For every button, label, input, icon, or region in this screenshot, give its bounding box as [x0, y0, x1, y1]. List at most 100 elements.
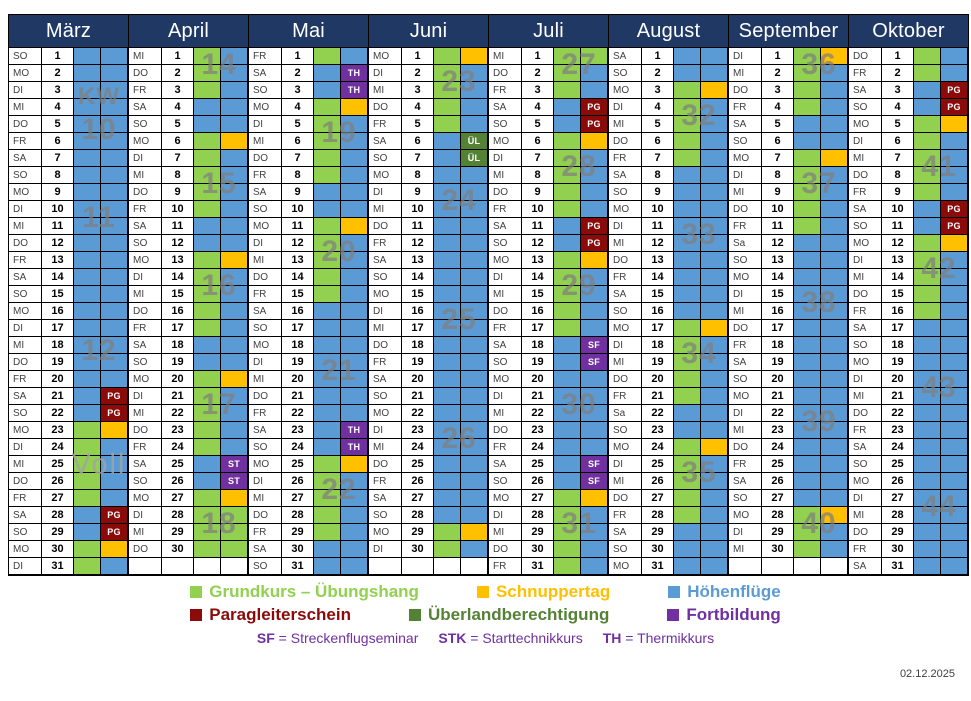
- weekday-cell: MO: [249, 337, 282, 354]
- weekday-cell: DO: [489, 541, 522, 558]
- day-number-cell: 28: [762, 507, 794, 524]
- day-row: MI 29: [129, 524, 248, 541]
- course-cell-morning: [794, 422, 821, 439]
- weekday-cell: FR: [249, 167, 282, 184]
- day-number-cell: 25: [282, 456, 314, 473]
- course-cell-afternoon: [221, 490, 248, 507]
- day-number-cell: 9: [522, 184, 554, 201]
- day-number-cell: 28: [282, 507, 314, 524]
- course-cell-morning: [194, 48, 221, 65]
- course-cell-morning: [914, 303, 941, 320]
- day-row: DO 13: [609, 252, 728, 269]
- course-cell-afternoon: [221, 235, 248, 252]
- weekday-cell: MO: [489, 371, 522, 388]
- day-number-cell: 25: [642, 456, 674, 473]
- weekday-cell: MI: [729, 303, 762, 320]
- course-cell-afternoon: PG: [941, 99, 968, 116]
- weekday-cell: DO: [129, 184, 162, 201]
- weekday-cell: DI: [489, 388, 522, 405]
- weekday-cell: DO: [369, 456, 402, 473]
- day-row: DO 11: [369, 218, 488, 235]
- course-cell-morning: [434, 201, 461, 218]
- weekday-cell: DO: [9, 354, 42, 371]
- course-cell-afternoon: [581, 286, 608, 303]
- day-number-cell: 22: [522, 405, 554, 422]
- course-cell-morning: [434, 235, 461, 252]
- day-row: DI 31: [9, 558, 128, 575]
- day-number-cell: 19: [282, 354, 314, 371]
- day-number-cell: 2: [522, 65, 554, 82]
- course-cell-afternoon: [221, 337, 248, 354]
- course-cell-afternoon: [581, 184, 608, 201]
- course-cell-morning: [794, 286, 821, 303]
- day-row: FR 29: [249, 524, 368, 541]
- course-cell-afternoon: [221, 524, 248, 541]
- day-row: MO 10: [609, 201, 728, 218]
- course-cell-afternoon: [101, 337, 128, 354]
- day-row: DI 9: [369, 184, 488, 201]
- day-number-cell: 13: [642, 252, 674, 269]
- day-number-cell: 29: [402, 524, 434, 541]
- day-number-cell: 26: [642, 473, 674, 490]
- course-cell-morning: [554, 235, 581, 252]
- course-cell-afternoon: [821, 82, 848, 99]
- weekday-cell: MI: [489, 524, 522, 541]
- day-number-cell: 23: [402, 422, 434, 439]
- day-row: MO 26: [849, 473, 968, 490]
- course-cell-afternoon: [461, 184, 488, 201]
- day-number-cell: 4: [42, 99, 74, 116]
- day-row: FR 13: [9, 252, 128, 269]
- day-number-cell: 18: [762, 337, 794, 354]
- day-number-cell: 28: [402, 507, 434, 524]
- course-cell-afternoon: [581, 303, 608, 320]
- weekday-cell: FR: [249, 48, 282, 65]
- course-cell-morning: [314, 65, 341, 82]
- course-cell-afternoon: [941, 116, 968, 133]
- course-cell-afternoon: [821, 371, 848, 388]
- weekday-cell: SA: [9, 269, 42, 286]
- day-number-cell: 19: [882, 354, 914, 371]
- weekday-cell: SO: [609, 303, 642, 320]
- weekday-cell: SA: [609, 286, 642, 303]
- course-cell-afternoon: [341, 184, 368, 201]
- day-number-cell: [762, 558, 794, 575]
- day-number-cell: 8: [882, 167, 914, 184]
- weekday-cell: SO: [489, 354, 522, 371]
- course-cell-afternoon: [221, 99, 248, 116]
- course-cell-afternoon: [461, 371, 488, 388]
- course-cell-afternoon: PG: [581, 218, 608, 235]
- day-row: SA 23 TH: [249, 422, 368, 439]
- day-row: DI 27: [849, 490, 968, 507]
- weekday-cell: DO: [249, 150, 282, 167]
- course-cell-morning: [674, 116, 701, 133]
- course-cell-morning: [74, 456, 101, 473]
- course-cell-afternoon: [821, 303, 848, 320]
- weekday-cell: SA: [609, 167, 642, 184]
- course-cell-morning: [554, 541, 581, 558]
- weekday-cell: DI: [849, 133, 882, 150]
- day-row: SO 15: [9, 286, 128, 303]
- course-cell-morning: [794, 541, 821, 558]
- month-body: FR 1 SA 2 TH SO 3 TH MO 4 DI 5 MI 6 DO 7 FR 8 SA 9 SO 10 MO 11 D…: [249, 48, 368, 575]
- day-number-cell: 24: [522, 439, 554, 456]
- course-cell-morning: [194, 405, 221, 422]
- day-number-cell: 4: [402, 99, 434, 116]
- day-row: MI 9: [729, 184, 848, 201]
- course-cell-afternoon: [581, 388, 608, 405]
- day-number-cell: 28: [42, 507, 74, 524]
- day-number-cell: 5: [402, 116, 434, 133]
- course-cell-morning: [914, 320, 941, 337]
- course-cell-afternoon: [941, 507, 968, 524]
- course-cell-afternoon: [221, 558, 248, 575]
- day-number-cell: 10: [162, 201, 194, 218]
- weekday-cell: DO: [609, 252, 642, 269]
- day-number-cell: 22: [42, 405, 74, 422]
- day-number-cell: 15: [402, 286, 434, 303]
- day-number-cell: 5: [882, 116, 914, 133]
- weekday-cell: SA: [489, 337, 522, 354]
- day-row: MO 27: [489, 490, 608, 507]
- course-cell-afternoon: [461, 303, 488, 320]
- day-number-cell: 29: [162, 524, 194, 541]
- day-number-cell: 11: [762, 218, 794, 235]
